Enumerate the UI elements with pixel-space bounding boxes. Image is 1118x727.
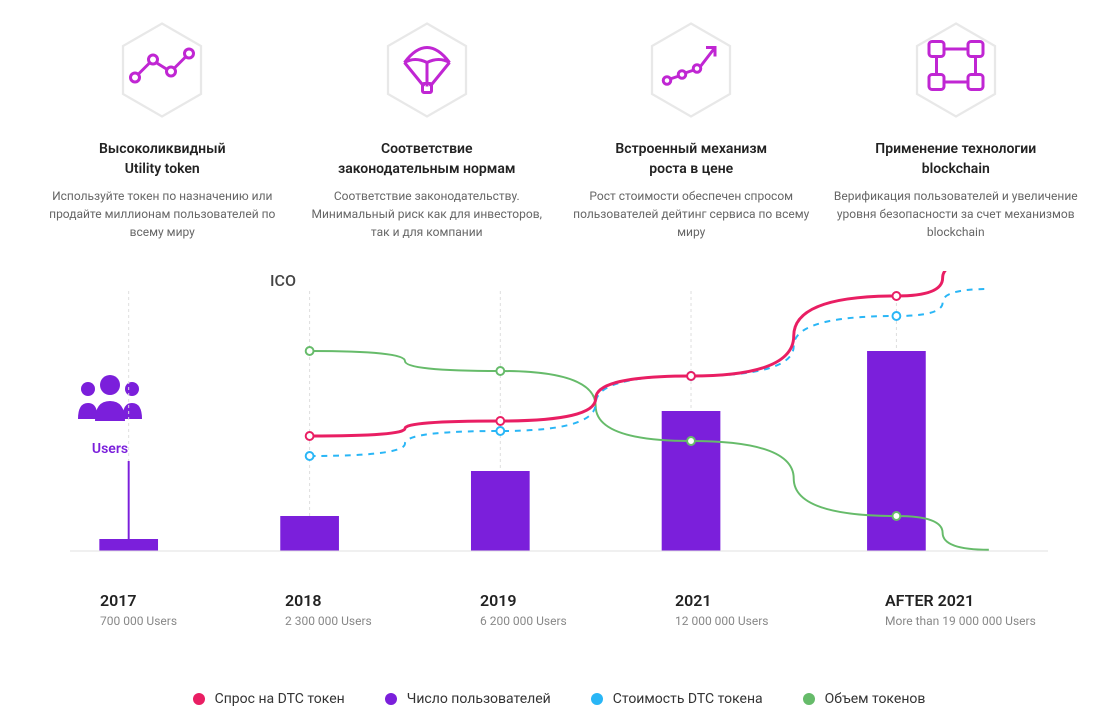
legend-item: Число пользователей	[385, 691, 551, 707]
x-sub: More than 19 000 000 Users	[885, 614, 1036, 628]
legend-label: Спрос на DTC токен	[215, 691, 345, 707]
legend-label: Число пользователей	[407, 691, 551, 707]
legend-dot	[385, 693, 397, 705]
legend-item: Стоимость DTC токена	[591, 691, 763, 707]
hexagon-icon	[382, 20, 472, 120]
x-axis-label: 2017 700 000 Users	[100, 591, 177, 628]
hexagon-icon	[117, 20, 207, 120]
feature-desc: Рост стоимости обеспечен спросом пользов…	[569, 187, 814, 241]
legend-item: Объем токенов	[803, 691, 926, 707]
x-year: AFTER 2021	[885, 591, 1036, 610]
legend-dot	[803, 693, 815, 705]
legend-item: Спрос на DTC токен	[193, 691, 345, 707]
feature-title: Применение технологииblockchain	[834, 140, 1079, 179]
x-year: 2017	[100, 591, 177, 610]
x-sub: 2 300 000 Users	[285, 614, 372, 628]
feature-desc: Верификация пользователей и увеличение у…	[834, 187, 1079, 241]
feature-desc: Соответствие законодательству. Минимальн…	[305, 187, 550, 241]
feature-card: Встроенный механизмроста в цене Рост сто…	[569, 20, 814, 241]
x-axis-label: 2018 2 300 000 Users	[285, 591, 372, 628]
x-sub: 12 000 000 Users	[675, 614, 768, 628]
x-year: 2019	[480, 591, 567, 610]
x-axis-labels: 2017 700 000 Users2018 2 300 000 Users20…	[70, 591, 1048, 631]
feature-card: Соответствиезаконодательным нормам Соотв…	[305, 20, 550, 241]
legend-label: Объем токенов	[825, 691, 926, 707]
x-year: 2018	[285, 591, 372, 610]
feature-title: Соответствиезаконодательным нормам	[305, 140, 550, 179]
x-axis-label: 2021 12 000 000 Users	[675, 591, 768, 628]
legend-dot	[193, 693, 205, 705]
x-axis-label: AFTER 2021 More than 19 000 000 Users	[885, 591, 1036, 628]
legend-dot	[591, 693, 603, 705]
hexagon-icon	[911, 20, 1001, 120]
feature-desc: Используйте токен по назначению или прод…	[40, 187, 285, 241]
hexagon-icon	[646, 20, 736, 120]
x-year: 2021	[675, 591, 768, 610]
chart-area: ICO Users	[70, 271, 1048, 581]
x-sub: 700 000 Users	[100, 614, 177, 628]
x-sub: 6 200 000 Users	[480, 614, 567, 628]
legend: Спрос на DTC токен Число пользователей С…	[40, 691, 1078, 707]
feature-card: ВысоколиквидныйUtility token Используйте…	[40, 20, 285, 241]
feature-title: ВысоколиквидныйUtility token	[40, 140, 285, 179]
features-row: ВысоколиквидныйUtility token Используйте…	[40, 20, 1078, 241]
chart-svg	[70, 271, 1048, 581]
legend-label: Стоимость DTC токена	[613, 691, 763, 707]
x-axis-label: 2019 6 200 000 Users	[480, 591, 567, 628]
feature-title: Встроенный механизмроста в цене	[569, 140, 814, 179]
feature-card: Применение технологииblockchain Верифика…	[834, 20, 1079, 241]
